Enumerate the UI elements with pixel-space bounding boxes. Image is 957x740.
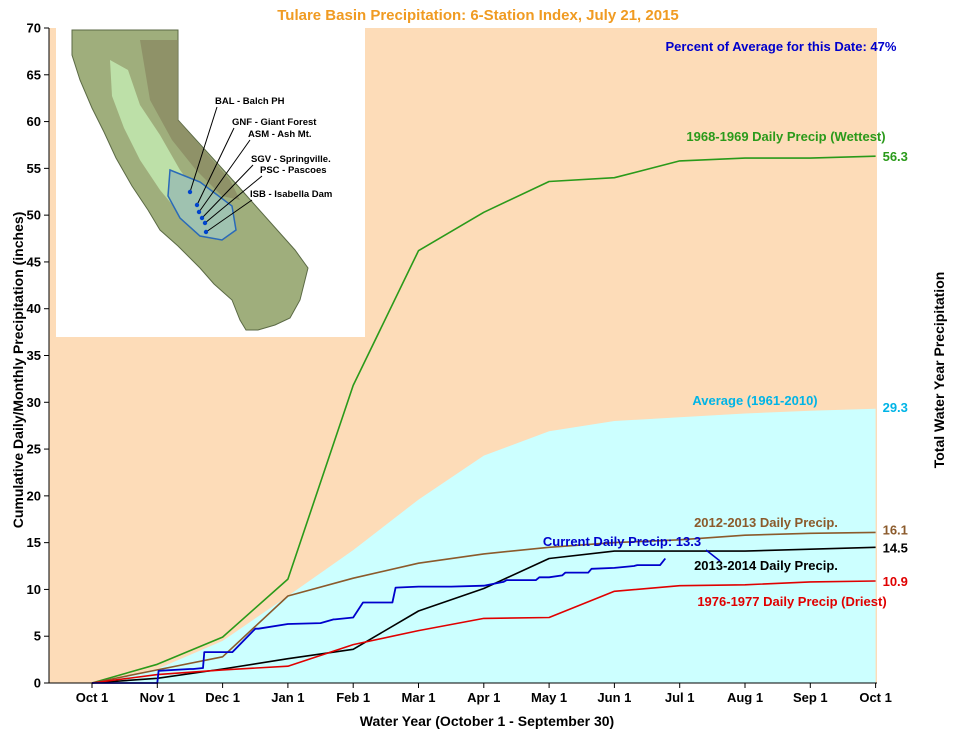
map-station-label-3: SGV - Springville. (251, 154, 331, 165)
y-tick-label-40: 40 (27, 301, 41, 316)
x-tick-label-1: Nov 1 (140, 690, 175, 705)
y-tick-label-70: 70 (27, 21, 41, 36)
y-tick-label-15: 15 (27, 535, 41, 550)
average-area-fill (92, 408, 876, 683)
map-station-pointer-3 (201, 164, 254, 219)
right-axis-label: Total Water Year Precipitation (931, 272, 947, 469)
series-line-3 (91, 546, 876, 684)
map-station-label-2: ASM - Ash Mt. (248, 129, 312, 140)
series-line-1 (91, 155, 876, 684)
map-station-pointer-5 (205, 199, 253, 233)
series-label-4: 1976-1977 Daily Precip (Driest) (697, 594, 886, 609)
y-tick-label-20: 20 (27, 488, 41, 503)
average-area-layer (92, 408, 876, 683)
series-label-5: Current Daily Precip: 13.3 (543, 534, 701, 549)
series-label-1: 1968-1969 Daily Precip (Wettest) (686, 129, 885, 144)
series-label-0: Average (1961-2010) (692, 393, 817, 408)
x-tick-label-3: Jan 1 (271, 690, 304, 705)
series-line-5 (92, 557, 667, 684)
y-tick-label-10: 10 (27, 582, 41, 597)
series-line-2 (91, 531, 876, 684)
map-station-marker-1 (194, 202, 200, 208)
y-tick-label-45: 45 (27, 254, 41, 269)
end-value-0: 29.3 (883, 400, 908, 415)
x-tick-label-8: Jun 1 (597, 690, 631, 705)
x-tick-label-2: Dec 1 (205, 690, 240, 705)
x-tick-label-4: Feb 1 (336, 690, 370, 705)
map-station-pointer-1 (196, 127, 235, 206)
chart-title: Tulare Basin Precipitation: 6-Station In… (277, 7, 679, 24)
map-station-label-4: PSC - Pascoes (260, 165, 327, 176)
map-station-marker-0 (187, 189, 193, 195)
x-tick-label-11: Sep 1 (793, 690, 828, 705)
y-tick-label-50: 50 (27, 208, 41, 223)
series-label-3: 2013-2014 Daily Precip. (694, 558, 838, 573)
y-tick-label-0: 0 (34, 676, 41, 691)
end-value-2: 16.1 (883, 522, 908, 537)
y-tick-label-60: 60 (27, 114, 41, 129)
sierra-mountains-shape (140, 40, 240, 200)
end-value-1: 56.3 (883, 149, 908, 164)
map-station-pointer-0 (189, 106, 218, 193)
x-tick-label-12: Oct 1 (859, 690, 892, 705)
map-station-label-5: ISB - Isabella Dam (250, 189, 332, 200)
y-tick-label-5: 5 (34, 629, 41, 644)
end-value-3: 14.5 (883, 540, 908, 555)
x-tick-label-5: Mar 1 (402, 690, 436, 705)
y-tick-label-30: 30 (27, 395, 41, 410)
y-axis-label: Cumulative Daily/Monthly Precipitation (… (10, 212, 26, 529)
map-station-pointers (187, 106, 263, 235)
x-tick-label-10: Aug 1 (727, 690, 763, 705)
series-lines-layer (91, 155, 876, 684)
y-tick-label-65: 65 (27, 67, 41, 82)
series-line-4 (91, 580, 876, 684)
x-tick-label-9: Jul 1 (665, 690, 695, 705)
x-tick-label-7: May 1 (531, 690, 567, 705)
current-label-pointer (705, 549, 721, 562)
map-station-marker-5 (203, 229, 209, 235)
map-station-marker-2 (196, 209, 202, 215)
x-tick-label-6: Apr 1 (467, 690, 500, 705)
y-tick-label-55: 55 (27, 161, 41, 176)
x-axis-label: Water Year (October 1 - September 30) (360, 713, 614, 729)
map-station-label-0: BAL - Balch PH (215, 96, 285, 107)
chart-subtitle: Percent of Average for this Date: 47% (666, 39, 897, 54)
map-station-pointer-4 (204, 175, 263, 224)
y-tick-label-35: 35 (27, 348, 41, 363)
map-station-marker-4 (202, 220, 208, 226)
series-labels-layer: Average (1961-2010) 29.3 1968-1969 Daily P… (543, 129, 908, 609)
series-label-2: 2012-2013 Daily Precip. (694, 515, 838, 530)
map-station-marker-3 (199, 215, 205, 221)
map-station-label-1: GNF - Giant Forest (232, 117, 317, 128)
axes: 0 5 10 15 20 25 30 35 40 45 50 55 60 65 70 Oct 1 Nov 1 De… (27, 21, 892, 706)
x-tick-label-0: Oct 1 (76, 690, 109, 705)
y-tick-label-25: 25 (27, 442, 41, 457)
map-station-pointer-2 (198, 139, 251, 213)
end-value-4: 10.9 (883, 574, 908, 589)
